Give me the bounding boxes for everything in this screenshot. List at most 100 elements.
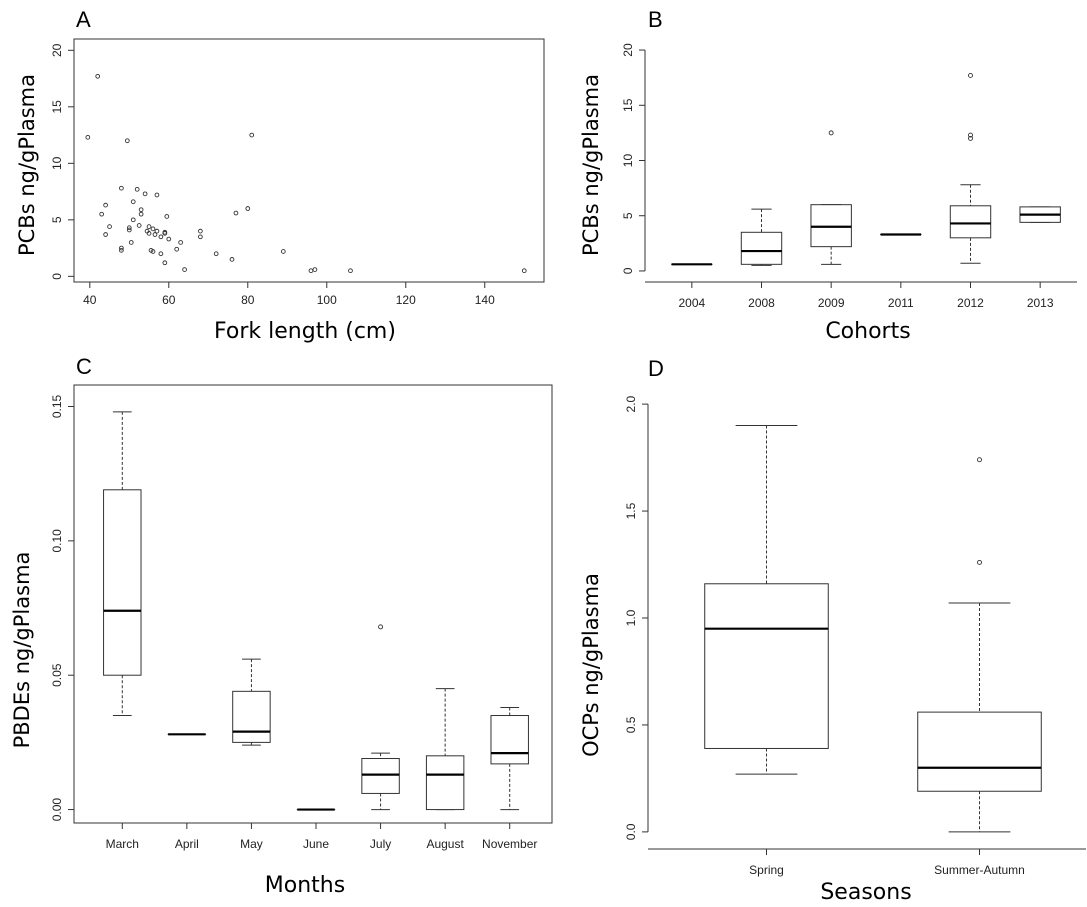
scatter-point — [154, 228, 160, 234]
y-tick-label-b: 0 — [621, 267, 635, 274]
scatter-point — [138, 211, 144, 217]
scatter-point — [162, 260, 168, 266]
scatter-point — [348, 268, 353, 274]
box-body — [810, 204, 852, 248]
outlier-point — [977, 457, 982, 463]
x-tick-label-c: April — [175, 837, 199, 851]
x-tick-label-d: Spring — [749, 863, 784, 877]
x-tick-label-c: August — [426, 837, 464, 851]
scatter-point — [85, 134, 91, 140]
outlier-point — [977, 559, 982, 565]
box-body — [704, 583, 829, 749]
y-axis-label-b: PCBs ng/gPlasma — [579, 74, 603, 256]
scatter-point — [152, 232, 158, 237]
panel-letter-c: C — [76, 354, 92, 379]
x-tick-label-c: March — [106, 837, 139, 851]
scatter-point — [150, 226, 156, 232]
y-tick-label-c: 0.10 — [50, 529, 64, 553]
scatter-point — [174, 246, 180, 252]
scatter-point — [130, 217, 136, 223]
scatter-point — [162, 229, 168, 235]
scatter-point — [130, 199, 136, 205]
y-tick-label-d: 2.0 — [624, 395, 638, 412]
scatter-point — [249, 132, 255, 138]
plot-frame-c — [73, 384, 553, 824]
x-tick-label-b: 2013 — [1027, 296, 1054, 310]
x-tick-label-a: 120 — [396, 293, 416, 307]
x-tick-label-c: July — [370, 837, 391, 851]
y-tick-label-d: 0.0 — [624, 823, 638, 840]
scatter-point — [229, 257, 235, 262]
y-tick-label-b: 10 — [621, 154, 635, 168]
scatter-point — [150, 249, 156, 254]
x-axis-label-d: Seasons — [820, 880, 911, 905]
scatter-point — [521, 268, 527, 274]
x-tick-label-a: 100 — [317, 293, 337, 307]
outlier-point — [968, 72, 973, 78]
panel-letter-b: B — [648, 7, 663, 32]
scatter-point — [198, 234, 203, 240]
box-body — [490, 715, 529, 765]
y-tick-label-a: 10 — [50, 156, 64, 170]
scatter-point — [107, 224, 112, 229]
x-tick-label-d: Summer-Autumn — [934, 863, 1025, 877]
y-tick-label-b: 20 — [621, 43, 635, 57]
scatter-point — [128, 240, 134, 245]
panel-letter-d: D — [648, 356, 664, 381]
x-tick-label-b: 2004 — [678, 296, 705, 310]
outlier-point — [968, 132, 973, 138]
x-tick-label-b: 2012 — [957, 296, 984, 310]
scatter-point — [245, 206, 251, 211]
scatter-point — [119, 245, 124, 251]
scatter-point — [136, 223, 142, 228]
y-tick-label-d: 1.0 — [624, 609, 638, 626]
panel-a: A Fork length (cm) PCBs ng/gPlasma 0 5 10 1… — [15, 7, 545, 344]
scatter-point — [119, 185, 124, 191]
scatter-point — [164, 214, 170, 219]
scatter-point — [182, 267, 187, 272]
y-axis-label-a: PCBs ng/gPlasma — [15, 74, 39, 256]
scatter-point — [280, 249, 286, 254]
scatter-point — [312, 267, 318, 272]
scatter-point — [158, 234, 164, 240]
x-tick-label-c: November — [482, 837, 537, 851]
scatter-point — [154, 192, 160, 198]
panel-d: D Seasons OCPs ng/gPlasma 0.0 0.5 1.0 1.5 2.… — [579, 356, 1086, 905]
x-tick-label-b: 2009 — [818, 296, 845, 310]
x-tick-label-c: May — [240, 837, 263, 851]
x-tick-label-a: 60 — [162, 293, 176, 307]
y-tick-label-a: 5 — [50, 216, 64, 223]
scatter-point — [233, 210, 239, 216]
y-tick-label-c: 0.00 — [50, 798, 64, 822]
scatter-point — [124, 138, 130, 144]
x-tick-label-a: 140 — [475, 293, 495, 307]
scatter-point — [166, 236, 172, 242]
box-body — [232, 690, 271, 743]
y-tick-label-a: 0 — [50, 273, 64, 280]
scatter-point — [198, 228, 203, 234]
scatter-point — [126, 227, 132, 233]
outlier-point — [378, 624, 384, 630]
scatter-point — [308, 268, 314, 274]
y-axis-label-d: OCPs ng/gPlasma — [579, 573, 603, 757]
scatter-point — [103, 202, 108, 208]
y-tick-label-d: 1.5 — [624, 502, 638, 519]
y-axis-label-c: PBDEs ng/gPlasma — [10, 552, 34, 749]
box-body — [361, 758, 400, 794]
y-tick-label-d: 0.5 — [624, 716, 638, 733]
box-body — [103, 489, 142, 676]
y-tick-label-c: 0.15 — [50, 394, 64, 418]
panel-c: C Months PBDEs ng/gPlasma 0.00 0.05 0.10 0.… — [10, 354, 553, 898]
scatter-point — [126, 225, 132, 231]
scatter-point — [146, 231, 152, 236]
scatter-point — [119, 248, 124, 253]
scatter-point — [178, 240, 183, 245]
box-body — [949, 205, 992, 239]
scatter-point — [213, 251, 219, 257]
x-axis-label-c: Months — [265, 873, 345, 898]
scatter-point — [134, 186, 140, 192]
x-tick-label-c: June — [303, 837, 329, 851]
scatter-point — [103, 232, 108, 237]
y-tick-label-b: 5 — [621, 212, 635, 219]
